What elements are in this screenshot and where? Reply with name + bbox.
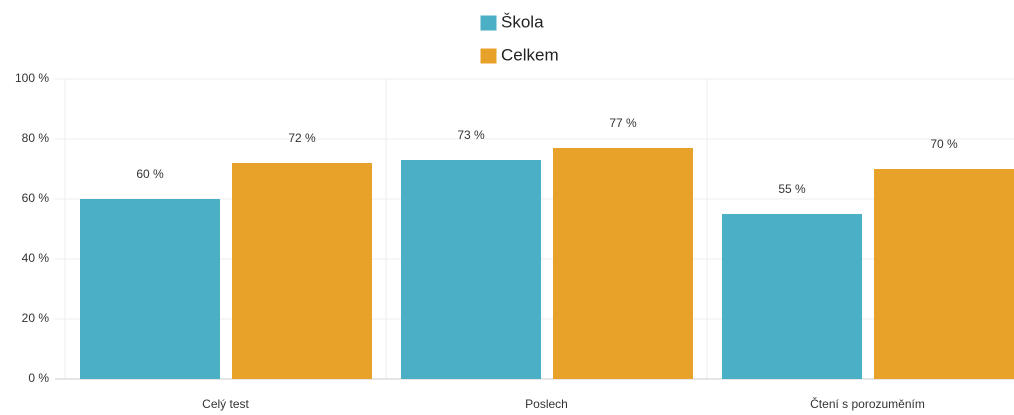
legend-swatch	[479, 47, 498, 65]
legend-swatch	[479, 14, 498, 32]
value-label: 60 %	[136, 167, 164, 181]
y-tick-label: 40 %	[22, 251, 50, 265]
y-tick-label: 20 %	[22, 311, 50, 325]
bar	[232, 163, 372, 379]
bar	[722, 214, 862, 379]
value-label: 72 %	[288, 131, 316, 145]
y-tick-label: 0 %	[28, 371, 49, 385]
bar	[80, 199, 220, 379]
y-tick-label: 80 %	[22, 131, 50, 145]
legend-label: Celkem	[501, 45, 559, 64]
x-tick-label: Celý test	[202, 397, 249, 411]
value-label: 73 %	[457, 128, 485, 142]
bar	[401, 160, 541, 379]
x-tick-label: Čtení s porozuměním	[810, 396, 925, 411]
y-tick-label: 100 %	[15, 71, 49, 85]
y-tick-label: 60 %	[22, 191, 50, 205]
value-label: 55 %	[778, 182, 806, 196]
legend-label: Škola	[501, 12, 544, 31]
value-label: 77 %	[609, 116, 637, 130]
value-label: 70 %	[930, 137, 958, 151]
bar	[874, 169, 1014, 379]
bar	[553, 148, 693, 379]
x-tick-label: Poslech	[525, 397, 568, 411]
